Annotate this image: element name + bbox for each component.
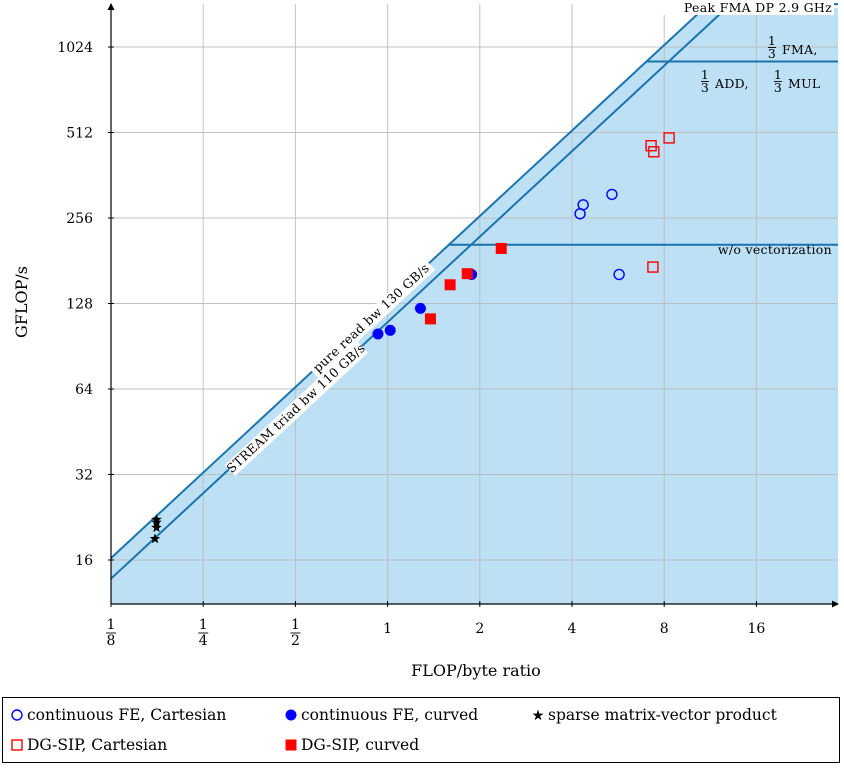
add-fraction: 13	[701, 67, 709, 95]
x-axis-arrow	[832, 600, 839, 608]
y-tick-label: 1024	[57, 40, 93, 56]
x-tick-label-den: 2	[291, 633, 300, 649]
x-tick-label: 8	[660, 621, 669, 637]
x-tick-label-num: 1	[291, 617, 300, 633]
legend: continuous FE, Cartesian continuous FE, …	[2, 697, 840, 763]
mul-label: MUL	[788, 76, 821, 91]
x-axis-title: FLOP/byte ratio	[411, 661, 541, 680]
fraction-denominator: 3	[768, 46, 776, 61]
roofline-region	[111, 8, 838, 604]
circle-filled-icon	[285, 709, 297, 721]
fraction-numerator: 1	[774, 67, 782, 82]
legend-item-dg-cartesian: DG-SIP, Cartesian	[10, 736, 167, 754]
legend-item-spmv: sparse matrix-vector product	[531, 706, 777, 724]
legend-item-dg-curved: DG-SIP, curved	[284, 736, 419, 754]
data-markers	[149, 132, 675, 544]
x-tick-label-den: 8	[107, 633, 116, 649]
y-tick-label: 32	[75, 468, 93, 484]
x-tick-label: 1	[383, 621, 392, 637]
circle-filled-marker	[384, 324, 396, 336]
circle-open-icon	[11, 709, 23, 721]
square-open-marker	[663, 132, 675, 144]
circle-open-marker	[606, 188, 618, 201]
legend-label: DG-SIP, curved	[301, 736, 420, 754]
square-filled-marker	[444, 279, 456, 291]
square-filled-marker	[495, 242, 507, 254]
x-tick-label: 2	[475, 621, 484, 637]
square-open-marker	[648, 146, 660, 158]
circle-filled-marker	[414, 302, 426, 314]
grid	[110, 4, 838, 604]
legend-label: continuous FE, curved	[301, 706, 479, 724]
square-open-marker	[647, 261, 659, 273]
y-tick-label: 256	[66, 211, 93, 227]
x-tick-label-den: 4	[199, 633, 208, 649]
y-tick-label: 128	[66, 297, 93, 313]
fraction-numerator: 1	[701, 67, 709, 82]
mul-fraction: 13	[774, 67, 782, 95]
star-marker	[149, 533, 161, 544]
square-filled-marker	[461, 268, 473, 280]
square-open-marker	[645, 140, 657, 152]
legend-item-cfe-curved: continuous FE, curved	[284, 706, 478, 724]
x-tick-label-num: 1	[107, 617, 116, 633]
y-tick-label: 64	[75, 382, 93, 398]
star-marker	[151, 514, 162, 525]
read-bw-label-bg	[308, 258, 436, 379]
x-tick-label-num: 1	[199, 617, 208, 633]
legend-label: sparse matrix-vector product	[548, 706, 777, 724]
third-fma-fraction: 13	[768, 33, 776, 61]
y-axis-arrow	[107, 3, 115, 10]
third-fma-label: FMA,	[782, 42, 818, 57]
circle-open-marker	[613, 268, 625, 281]
peak-label-bg	[634, 0, 834, 15]
add-label: ADD,	[714, 76, 749, 91]
legend-item-cfe-cartesian: continuous FE, Cartesian	[10, 706, 226, 724]
peak-label: Peak FMA DP 2.9 GHz	[684, 0, 832, 15]
star-icon	[532, 709, 544, 721]
legend-label: DG-SIP, Cartesian	[27, 736, 168, 754]
circle-filled-marker	[372, 328, 384, 340]
fraction-denominator: 3	[701, 80, 709, 95]
square-filled-icon	[285, 739, 297, 751]
circle-open-marker	[574, 208, 586, 220]
fraction-denominator: 3	[774, 80, 782, 95]
y-tick-label: 512	[66, 126, 93, 142]
roofline-fill	[111, 8, 838, 604]
legend-label: continuous FE, Cartesian	[27, 706, 227, 724]
triad-bw-line	[110, 3, 732, 580]
y-axis-title: GFLOP/s	[12, 266, 31, 338]
triad-bw-label-bg	[224, 341, 368, 476]
square-open-icon	[11, 739, 23, 751]
no-vector-label: w/o vectorization	[718, 242, 832, 257]
x-tick-label: 16	[747, 621, 765, 637]
x-tick-label: 4	[568, 621, 577, 637]
y-tick-label: 16	[75, 553, 93, 569]
square-filled-marker	[424, 313, 436, 325]
star-marker	[151, 522, 162, 533]
fraction-numerator: 1	[768, 33, 776, 48]
